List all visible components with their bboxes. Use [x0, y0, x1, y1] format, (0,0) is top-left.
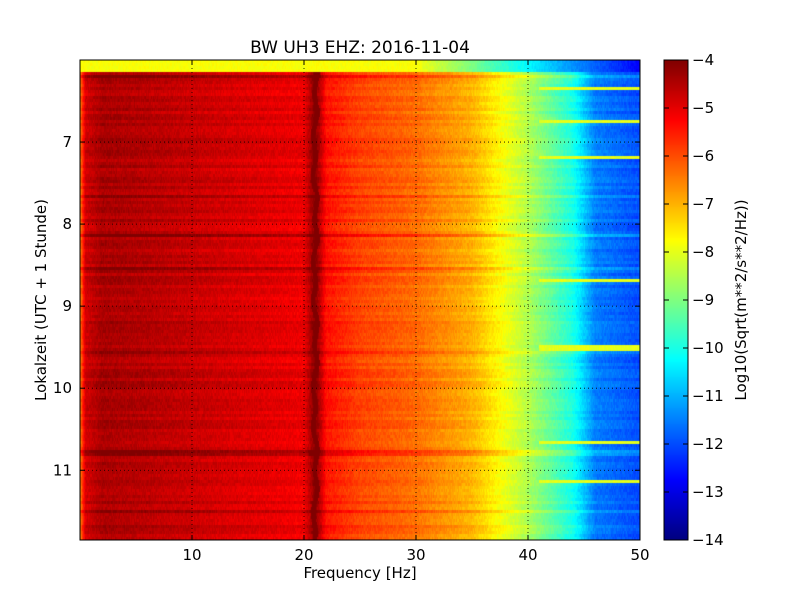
colorbar-tick-label: −5	[692, 99, 714, 117]
colorbar-tick-label: −9	[692, 291, 714, 309]
colorbar-tick-label: −11	[692, 387, 724, 405]
x-tick-label: 50	[630, 546, 649, 564]
colorbar-label: Log10(Sqrt(m**2/s**2/Hz))	[732, 199, 750, 400]
x-tick-label: 20	[294, 546, 313, 564]
colorbar-tick-label: −10	[692, 339, 724, 357]
y-tick-label: 8	[62, 215, 72, 233]
y-tick-label: 11	[53, 461, 72, 479]
x-axis-label: Frequency [Hz]	[303, 564, 416, 582]
y-tick-label: 9	[62, 297, 72, 315]
colorbar-tick-label: −12	[692, 435, 724, 453]
colorbar-tick-label: −4	[692, 51, 714, 69]
chart-title: BW UH3 EHZ: 2016-11-04	[250, 38, 470, 58]
colorbar-tick-label: −13	[692, 483, 724, 501]
y-tick-label: 7	[62, 133, 72, 151]
colorbar-tick-label: −14	[692, 531, 724, 549]
colorbar-tick-label: −6	[692, 147, 714, 165]
spectrogram-heatmap	[80, 60, 640, 540]
x-tick-label: 30	[406, 546, 425, 564]
colorbar-tick-label: −8	[692, 243, 714, 261]
colorbar-tick-label: −7	[692, 195, 714, 213]
colorbar	[664, 60, 688, 540]
y-tick-label: 10	[53, 379, 72, 397]
y-axis-label: Lokalzeit (UTC + 1 Stunde)	[32, 199, 50, 401]
x-tick-label: 40	[518, 546, 537, 564]
x-tick-label: 10	[182, 546, 201, 564]
